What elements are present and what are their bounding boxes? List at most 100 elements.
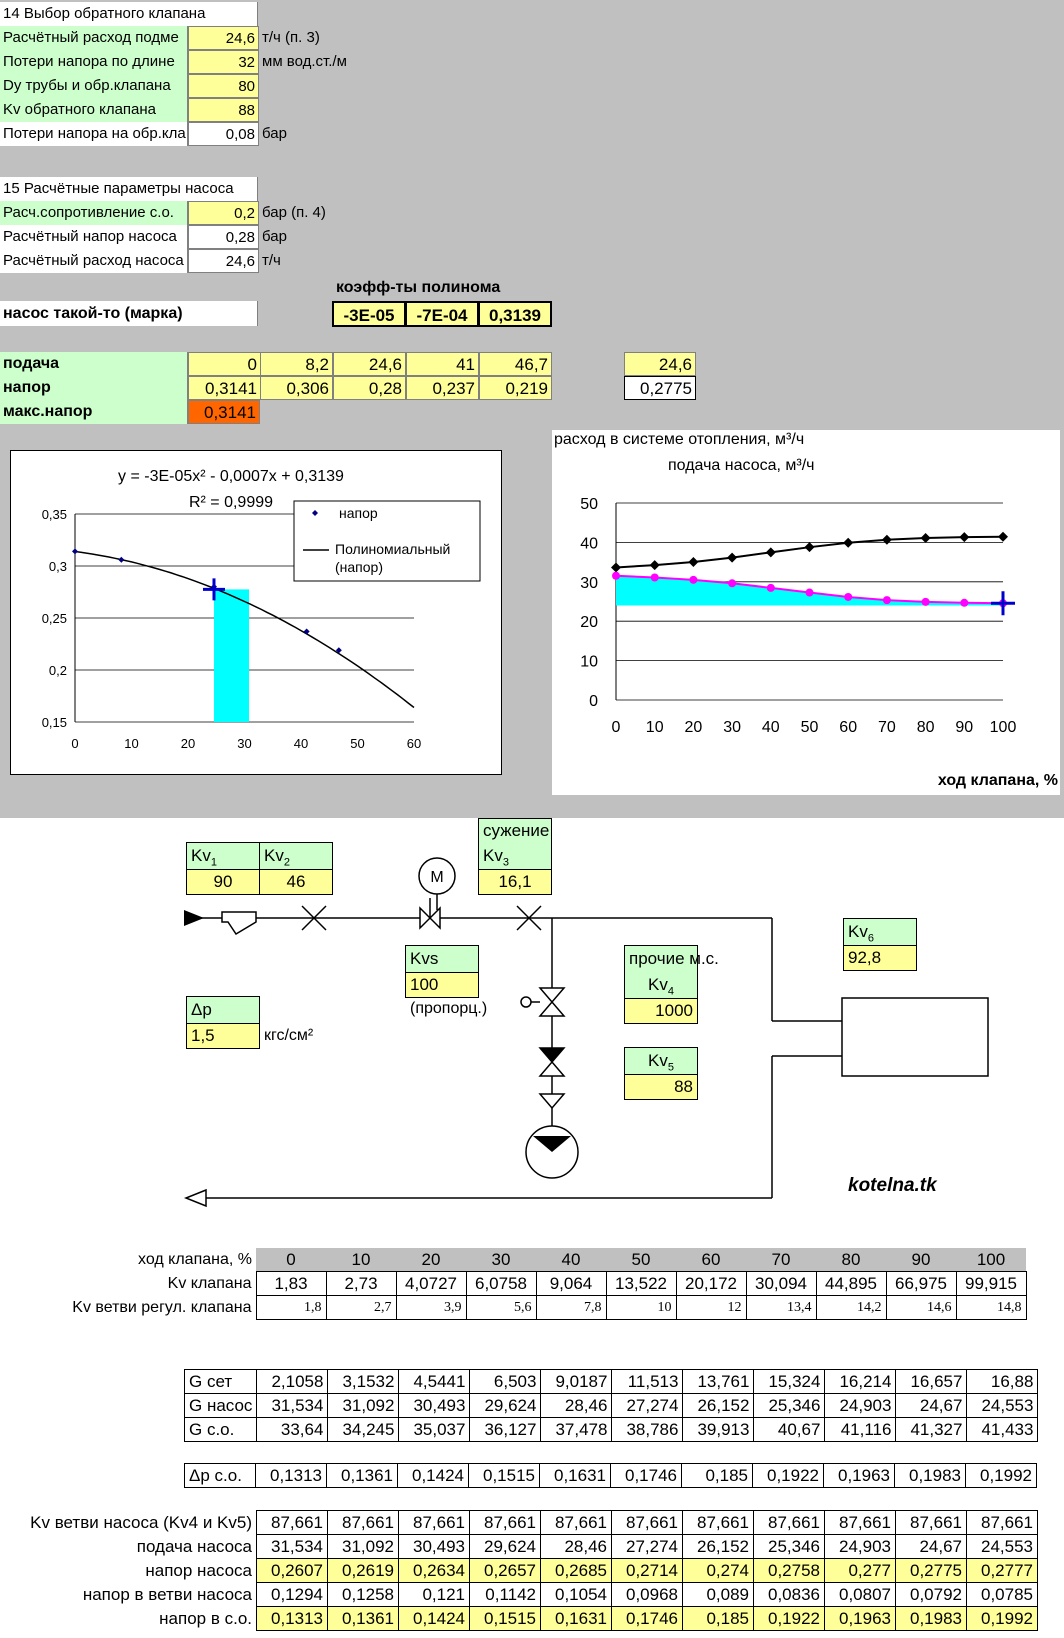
dp-cell[interactable]: 0,1963 [823,1463,895,1488]
kv-cell[interactable]: 13,522 [605,1271,677,1296]
sec14-value[interactable]: 0,08 [188,122,259,146]
supply-cell[interactable]: 41 [406,352,479,376]
pump-branch-cell[interactable]: 0,1983 [895,1606,967,1631]
pump-name[interactable]: насос такой-то (марка) [0,301,258,326]
pump-branch-cell[interactable]: 0,1294 [256,1582,328,1607]
pump-branch-cell[interactable]: 0,2777 [966,1558,1038,1583]
kv-cell[interactable]: 4,0727 [395,1271,467,1296]
pump-branch-cell[interactable]: 0,2634 [398,1558,470,1583]
head-cell[interactable]: 0,219 [479,376,552,400]
kv-cell[interactable]: 66,975 [885,1271,957,1296]
max-head-value[interactable]: 0,3141 [188,400,260,424]
pump-branch-cell[interactable]: 30,493 [398,1534,470,1559]
flow-cell[interactable]: 37,478 [540,1417,613,1442]
pump-branch-cell[interactable]: 87,661 [682,1510,754,1535]
kv-branch-cell[interactable]: 5,6 [465,1295,537,1320]
dp-cell[interactable]: 0,1361 [326,1463,398,1488]
dp-value[interactable]: 1,5 [187,1024,259,1048]
coef-cell[interactable]: -3E-05 [332,301,406,327]
pump-branch-cell[interactable]: 0,1361 [327,1606,399,1631]
kv1-value[interactable]: 90 [187,870,259,894]
pump-branch-cell[interactable]: 26,152 [682,1534,754,1559]
pump-branch-cell[interactable]: 87,661 [611,1510,683,1535]
dp-cell[interactable]: 0,1424 [397,1463,469,1488]
flow-cell[interactable]: 24,903 [824,1393,897,1418]
kv-cell[interactable]: 1,83 [255,1271,327,1296]
pump-branch-cell[interactable]: 87,661 [540,1510,612,1535]
pump-branch-cell[interactable]: 0,185 [682,1606,754,1631]
head-cell[interactable]: 0,237 [406,376,479,400]
flow-cell[interactable]: 24,553 [966,1393,1039,1418]
pump-branch-cell[interactable]: 24,553 [966,1534,1038,1559]
pump-branch-cell[interactable]: 0,0785 [966,1582,1038,1607]
kv-cell[interactable]: 20,172 [675,1271,747,1296]
kv-cell[interactable]: 2,73 [325,1271,397,1296]
pump-branch-cell[interactable]: 31,092 [327,1534,399,1559]
flow-cell[interactable]: 6,503 [469,1369,542,1394]
dp-cell[interactable]: 0,1313 [255,1463,327,1488]
kv-branch-cell[interactable]: 10 [605,1295,677,1320]
kv-cell[interactable]: 6,0758 [465,1271,537,1296]
flow-cell[interactable]: 13,761 [682,1369,755,1394]
flow-cell[interactable]: 4,5441 [398,1369,471,1394]
pump-branch-cell[interactable]: 0,1746 [611,1606,683,1631]
flow-cell[interactable]: 26,152 [682,1393,755,1418]
pump-branch-cell[interactable]: 0,2714 [611,1558,683,1583]
dp-cell[interactable]: 0,1746 [610,1463,682,1488]
sec15-value[interactable]: 0,28 [188,225,259,249]
pump-branch-cell[interactable]: 0,1424 [398,1606,470,1631]
pump-branch-cell[interactable]: 0,2758 [753,1558,825,1583]
pump-branch-cell[interactable]: 0,274 [682,1558,754,1583]
pump-branch-cell[interactable]: 87,661 [753,1510,825,1535]
flow-cell[interactable]: 11,513 [611,1369,684,1394]
head-cell[interactable]: 0,28 [333,376,406,400]
flow-cell[interactable]: 34,245 [327,1417,400,1442]
head-cell[interactable]: 0,3141 [188,376,261,400]
sec14-value[interactable]: 32 [188,50,259,74]
pump-branch-cell[interactable]: 0,1922 [753,1606,825,1631]
pump-branch-cell[interactable]: 87,661 [895,1510,967,1535]
flow-cell[interactable]: 16,657 [895,1369,968,1394]
coef-cell[interactable]: 0,3139 [478,301,552,327]
flow-cell[interactable]: 15,324 [753,1369,826,1394]
pump-branch-cell[interactable]: 24,903 [824,1534,896,1559]
kv2-value[interactable]: 46 [260,870,332,894]
flow-cell[interactable]: 2,1058 [256,1369,329,1394]
supply-cell[interactable]: 0 [188,352,261,376]
flow-cell[interactable]: 16,214 [824,1369,897,1394]
kv-branch-cell[interactable]: 7,8 [535,1295,607,1320]
kv6-value[interactable]: 92,8 [844,946,916,970]
sec14-value[interactable]: 88 [188,98,259,122]
kv-branch-cell[interactable]: 3,9 [395,1295,467,1320]
pump-branch-cell[interactable]: 0,0807 [824,1582,896,1607]
pump-branch-cell[interactable]: 0,1054 [540,1582,612,1607]
kv5-value[interactable]: 88 [625,1075,697,1099]
dp-cell[interactable]: 0,1992 [965,1463,1037,1488]
flow-cell[interactable]: 30,493 [398,1393,471,1418]
supply-cell[interactable]: 46,7 [479,352,552,376]
pump-branch-cell[interactable]: 27,274 [611,1534,683,1559]
head-cell[interactable]: 0,306 [260,376,333,400]
supply-cell[interactable]: 8,2 [260,352,333,376]
dp-cell[interactable]: 0,1983 [894,1463,966,1488]
flow-cell[interactable]: 3,1532 [327,1369,400,1394]
pump-branch-cell[interactable]: 29,624 [469,1534,541,1559]
pump-branch-cell[interactable]: 87,661 [966,1510,1038,1535]
dp-cell[interactable]: 0,185 [681,1463,753,1488]
flow-cell[interactable]: 24,67 [895,1393,968,1418]
pump-branch-cell[interactable]: 87,661 [398,1510,470,1535]
flow-cell[interactable]: 25,346 [753,1393,826,1418]
flow-cell[interactable]: 27,274 [611,1393,684,1418]
kv-branch-cell[interactable]: 12 [675,1295,747,1320]
flow-cell[interactable]: 31,092 [327,1393,400,1418]
kv-branch-cell[interactable]: 1,8 [255,1295,327,1320]
flow-cell[interactable]: 29,624 [469,1393,542,1418]
supply-cell[interactable]: 24,6 [333,352,406,376]
coef-cell[interactable]: -7E-04 [405,301,479,327]
kv-branch-cell[interactable]: 13,4 [745,1295,817,1320]
kv-cell[interactable]: 9,064 [535,1271,607,1296]
kv3-value[interactable]: 16,1 [479,870,551,894]
pump-branch-cell[interactable]: 0,0792 [895,1582,967,1607]
dp-cell[interactable]: 0,1631 [539,1463,611,1488]
pump-branch-cell[interactable]: 0,0968 [611,1582,683,1607]
